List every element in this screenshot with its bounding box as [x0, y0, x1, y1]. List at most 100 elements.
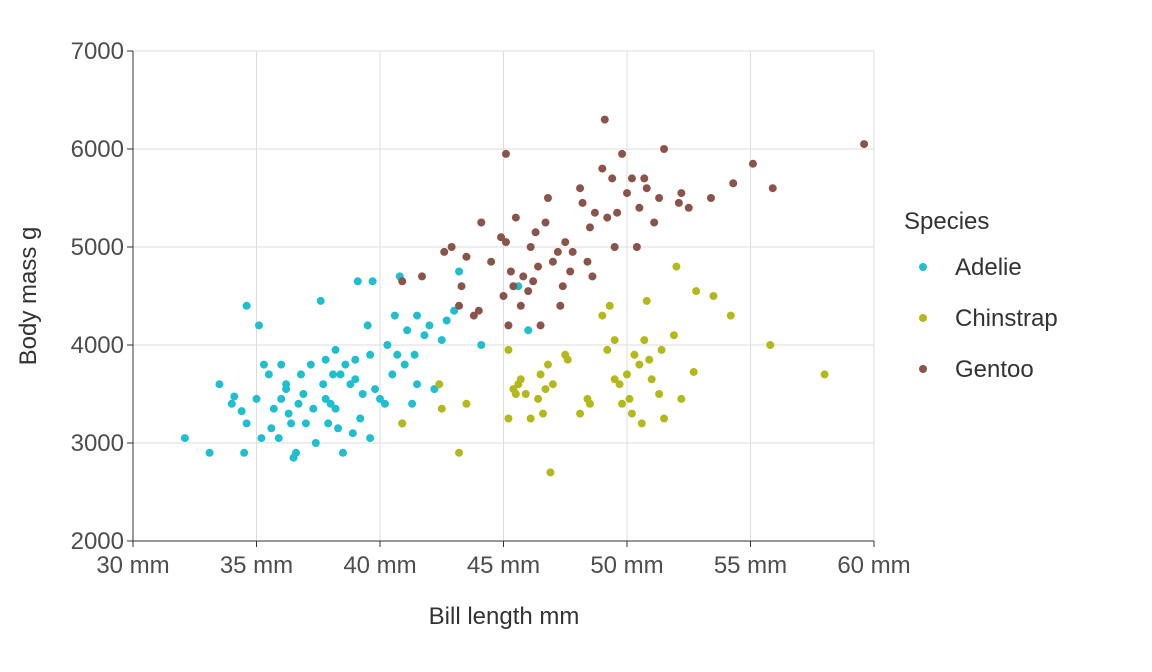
legend-label: Gentoo — [955, 356, 1034, 383]
data-point — [561, 238, 570, 247]
data-point — [568, 247, 577, 256]
data-point — [435, 380, 444, 389]
data-point — [506, 267, 515, 276]
data-point — [548, 380, 557, 389]
data-point — [516, 375, 525, 384]
legend-item-adelie: Adelie — [919, 254, 1022, 281]
data-point — [576, 409, 585, 418]
data-point — [642, 296, 651, 305]
data-point — [640, 336, 649, 345]
data-point — [618, 399, 627, 408]
data-point — [603, 345, 612, 354]
legend: Species Adelie Chinstrap Gentoo — [904, 208, 1058, 383]
data-point — [331, 345, 340, 354]
data-point — [640, 174, 649, 183]
data-point — [346, 380, 355, 389]
data-point — [227, 399, 236, 408]
data-point — [366, 350, 375, 359]
data-point — [306, 360, 315, 369]
data-point — [610, 336, 619, 345]
data-point — [729, 179, 738, 188]
data-point — [487, 257, 496, 266]
data-point — [516, 301, 525, 310]
data-point — [351, 375, 360, 384]
data-point — [455, 267, 464, 276]
series-gentoo — [398, 115, 869, 330]
data-point — [511, 213, 520, 222]
data-point — [437, 404, 446, 413]
x-tick-label: 45 mm — [467, 552, 540, 579]
data-point — [383, 341, 392, 349]
data-point — [748, 159, 757, 168]
data-point — [524, 287, 533, 296]
x-tick-label: 60 mm — [837, 552, 910, 579]
data-point — [563, 355, 572, 364]
data-point — [353, 277, 362, 286]
data-point — [376, 394, 384, 403]
data-point — [655, 390, 664, 398]
data-point — [623, 189, 631, 198]
data-point — [321, 355, 330, 364]
data-point — [287, 419, 296, 428]
data-point — [455, 301, 464, 310]
y-tick-label: 4000 — [71, 332, 124, 359]
axes: 30 mm 35 mm 40 mm 45 mm 50 mm 55 mm 60 mm 2000 3… — [71, 38, 911, 579]
x-tick-label: 55 mm — [714, 552, 787, 579]
data-point — [543, 194, 552, 202]
data-point — [462, 399, 471, 408]
data-point — [242, 419, 251, 428]
data-point — [511, 390, 520, 398]
data-point — [585, 223, 594, 232]
x-axis-title: Bill length mm — [429, 603, 580, 630]
data-point — [393, 350, 402, 359]
data-point — [524, 326, 533, 335]
data-point — [509, 282, 518, 291]
data-point — [329, 370, 338, 379]
data-point — [417, 272, 426, 281]
data-point — [820, 370, 829, 379]
data-point — [677, 394, 686, 403]
data-point — [331, 404, 340, 413]
data-point — [497, 233, 506, 242]
data-point — [526, 243, 535, 251]
data-point — [632, 243, 641, 251]
data-point — [430, 385, 439, 394]
data-point — [410, 350, 419, 359]
data-point — [277, 360, 286, 369]
x-tick-label: 40 mm — [343, 552, 416, 579]
data-point — [398, 277, 407, 286]
data-point — [356, 414, 365, 423]
data-point — [254, 321, 263, 330]
data-point — [501, 238, 510, 247]
data-point — [292, 448, 301, 457]
data-point — [455, 448, 464, 457]
data-point — [677, 189, 686, 198]
data-point — [477, 341, 486, 349]
data-point — [709, 292, 718, 300]
data-point — [504, 345, 513, 354]
data-point — [447, 243, 456, 251]
data-point — [655, 194, 664, 202]
data-point — [610, 375, 619, 384]
data-point — [539, 409, 548, 418]
legend-item-chinstrap: Chinstrap — [919, 305, 1058, 332]
data-point — [309, 404, 318, 413]
data-point — [363, 321, 372, 330]
data-point — [635, 203, 644, 212]
x-tick-label: 30 mm — [96, 552, 169, 579]
data-point — [613, 208, 622, 217]
data-point — [531, 228, 540, 237]
data-point — [627, 174, 636, 183]
data-point — [623, 370, 631, 379]
data-point — [600, 115, 609, 124]
data-point — [674, 198, 683, 207]
data-point — [526, 414, 535, 423]
data-point — [684, 203, 693, 212]
data-point — [205, 448, 214, 457]
data-point — [647, 375, 656, 384]
x-tick-label: 35 mm — [220, 552, 293, 579]
data-point — [294, 399, 303, 408]
data-point — [660, 145, 669, 153]
data-point — [319, 380, 328, 389]
data-point — [371, 385, 380, 394]
